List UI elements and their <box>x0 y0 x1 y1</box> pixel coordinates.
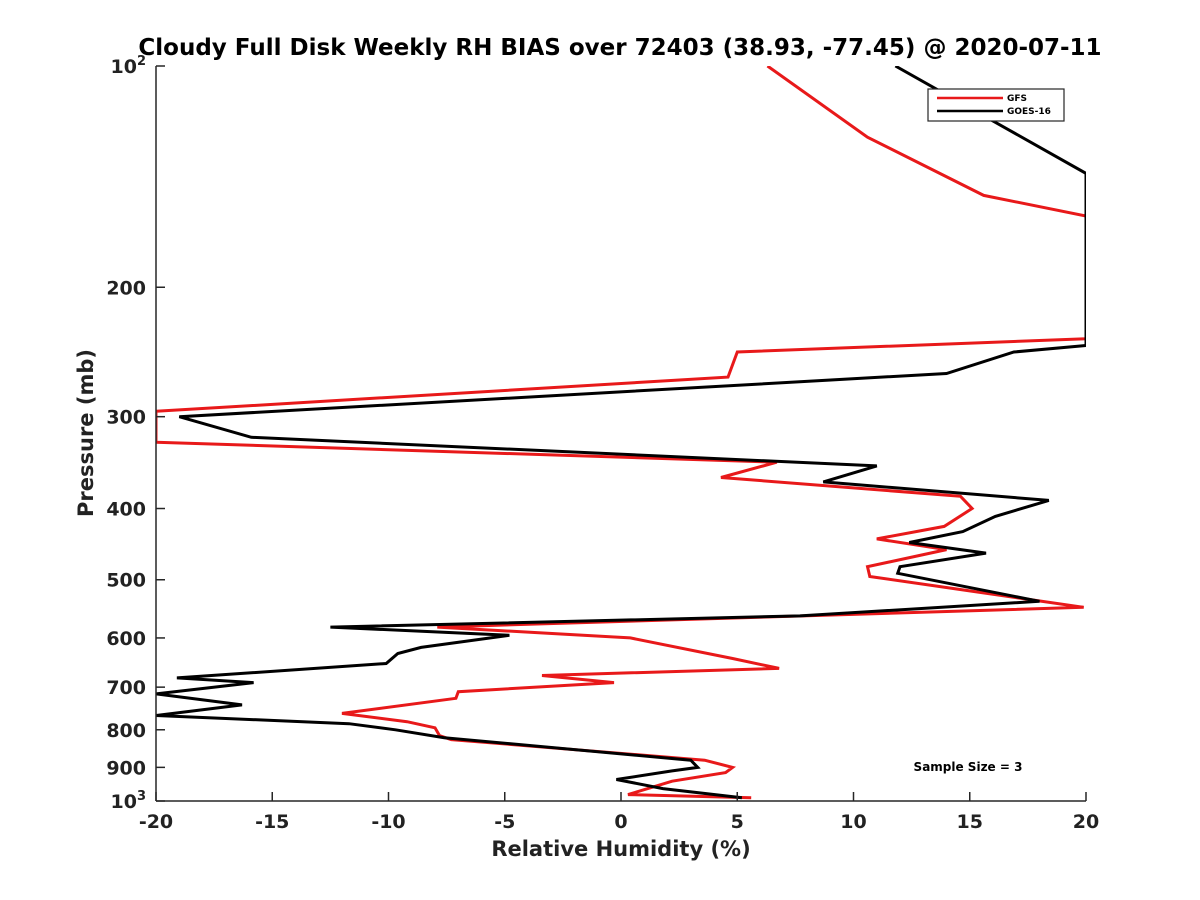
legend-box <box>927 88 1065 122</box>
chart-title: Cloudy Full Disk Weekly RH BIAS over 724… <box>138 35 1101 61</box>
x-tick-label: 10 <box>840 811 866 833</box>
y-tick-label: 500 <box>106 570 146 592</box>
y-tick-label: 800 <box>106 720 146 742</box>
legend-label-gfs: GFS <box>1007 94 1027 104</box>
x-tick-label: 20 <box>1073 811 1099 833</box>
y-axis-ticks: 102 200 300 400 500 600 700 800 900 103 <box>106 54 165 813</box>
y-axis-label: Pressure (mb) <box>74 349 98 517</box>
y-tick-label: 600 <box>106 628 146 650</box>
y-tick-label: 700 <box>106 677 146 699</box>
x-tick-label: 15 <box>957 811 983 833</box>
x-tick-label: -15 <box>255 811 289 833</box>
x-tick-label: -10 <box>371 811 405 833</box>
series-line-goes16 <box>156 66 1086 800</box>
series-line-gfs <box>156 66 1086 800</box>
x-tick-label: 5 <box>731 811 744 833</box>
x-tick-label: 0 <box>614 811 627 833</box>
y-tick-label: 103 <box>111 789 147 813</box>
legend-label-goes16: GOES-16 <box>1007 107 1051 117</box>
x-tick-label: -5 <box>494 811 515 833</box>
y-tick-label: 102 <box>111 54 147 78</box>
y-tick-label: 200 <box>106 277 146 299</box>
x-axis-label: Relative Humidity (%) <box>491 837 750 861</box>
legend: GFS GOES-16 <box>927 88 1065 122</box>
sample-size-annotation: Sample Size = 3 <box>914 760 1023 774</box>
series-layer <box>156 66 1086 800</box>
y-tick-label: 400 <box>106 499 146 521</box>
y-tick-label: 900 <box>106 757 146 779</box>
y-tick-label: 300 <box>106 407 146 429</box>
x-axis-ticks: -20 -15 -10 -5 0 5 10 15 20 <box>139 792 1099 833</box>
x-tick-label: -20 <box>139 811 173 833</box>
